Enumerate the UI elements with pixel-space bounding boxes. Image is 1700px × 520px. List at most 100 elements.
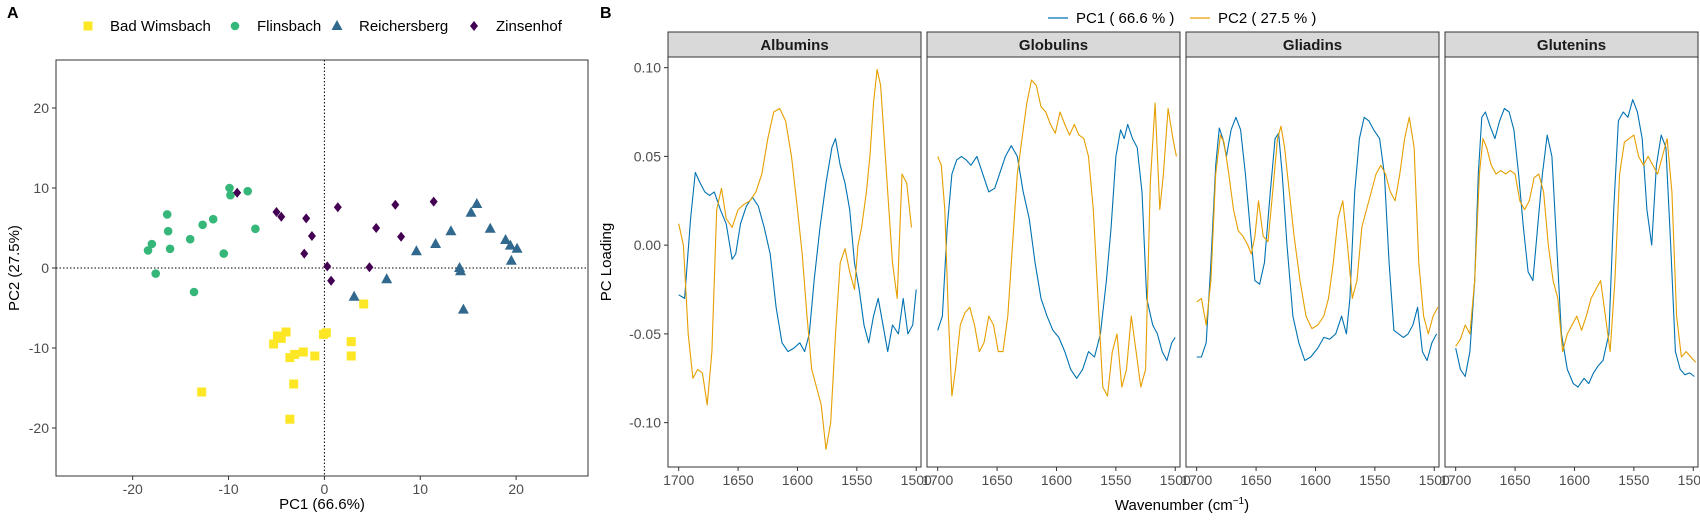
loading-x-tick-label: 1500 xyxy=(1160,472,1191,488)
y-tick-label: 0 xyxy=(41,260,49,276)
facet-frame-albumins xyxy=(667,56,922,468)
point-reichersberg xyxy=(410,245,422,256)
facet-strip-glutenins xyxy=(1444,31,1699,58)
point-flinsbach xyxy=(189,287,199,297)
loading-y-tick-label: -0.10 xyxy=(629,415,661,431)
point-reichersberg xyxy=(511,242,523,253)
point-flinsbach xyxy=(147,239,157,249)
point-reichersberg xyxy=(465,206,477,217)
facet-title-globulins: Globulins xyxy=(1019,37,1088,54)
loading-x-tick-label: 1500 xyxy=(901,472,932,488)
point-reichersberg xyxy=(504,239,516,250)
loading-x-tick-label: 1700 xyxy=(663,472,694,488)
loading-x-tick-label: 1600 xyxy=(1300,472,1331,488)
y-tick-label: -10 xyxy=(29,340,49,356)
legend-label-pc2: PC2 ( 27.5 % ) xyxy=(1218,10,1316,27)
point-reichersberg xyxy=(500,234,512,244)
series-line-pc1-gliadins xyxy=(1196,116,1438,362)
panel-a-scatter: A Bad Wimsbach Flinsbach Reichersberg Zinsen… xyxy=(6,5,589,513)
point-zinsenhof xyxy=(323,261,332,272)
point-bad-wimsbach xyxy=(285,353,295,363)
point-reichersberg xyxy=(381,273,393,284)
legend-marker-flinsbach xyxy=(230,21,240,31)
point-zinsenhof xyxy=(233,187,242,198)
legend-marker-zinsenhof xyxy=(470,21,478,31)
loading-y-tick-label: 0.10 xyxy=(634,60,661,76)
point-bad-wimsbach xyxy=(298,347,308,357)
loading-x-axis-label-end: ) xyxy=(1244,497,1249,514)
point-reichersberg xyxy=(445,225,457,236)
point-zinsenhof xyxy=(333,202,342,213)
point-zinsenhof xyxy=(300,248,309,259)
facet-title-glutenins: Glutenins xyxy=(1537,37,1606,54)
series-line-pc1-glutenins xyxy=(1455,99,1695,388)
point-zinsenhof xyxy=(372,223,381,233)
point-zinsenhof xyxy=(391,199,400,210)
loading-x-tick-label: 1550 xyxy=(841,472,872,488)
point-flinsbach xyxy=(165,244,175,254)
y-tick-label: -20 xyxy=(29,420,49,436)
legend-marker-reichersberg xyxy=(331,20,343,30)
loading-y-tick-label: 0.05 xyxy=(634,148,661,164)
legend-label-flinsbach: Flinsbach xyxy=(257,18,321,35)
point-reichersberg xyxy=(348,290,360,301)
point-zinsenhof xyxy=(429,196,438,207)
point-bad-wimsbach xyxy=(276,333,286,343)
loading-x-tick-label: 1700 xyxy=(1440,472,1471,488)
point-flinsbach xyxy=(251,224,260,234)
loading-x-tick-label: 1550 xyxy=(1100,472,1131,488)
point-flinsbach xyxy=(219,249,229,258)
loading-x-tick-label: 1500 xyxy=(1419,472,1450,488)
point-reichersberg xyxy=(430,238,442,248)
point-bad-wimsbach xyxy=(346,351,356,361)
legend-marker-bad-wimsbach xyxy=(83,21,93,31)
point-reichersberg xyxy=(484,222,496,233)
loading-x-tick-label: 1650 xyxy=(1500,472,1531,488)
y-tick-label: 10 xyxy=(33,180,49,196)
facet-strip-albumins xyxy=(667,31,922,58)
point-reichersberg xyxy=(457,303,469,314)
point-reichersberg xyxy=(455,265,467,276)
point-flinsbach xyxy=(208,214,218,224)
point-reichersberg xyxy=(505,254,517,265)
loading-x-axis-label-main: Wavenumber (cm xyxy=(1115,497,1233,514)
facet-strip-gliadins xyxy=(1185,31,1440,58)
point-bad-wimsbach xyxy=(346,337,356,347)
point-zinsenhof xyxy=(327,275,336,286)
y-axis-label: PC2 (27.5%) xyxy=(6,225,23,311)
point-flinsbach xyxy=(226,190,235,200)
x-tick-label: -20 xyxy=(123,481,143,497)
series-line-pc1-globulins xyxy=(937,123,1176,379)
point-zinsenhof xyxy=(307,231,316,241)
facet-title-gliadins: Gliadins xyxy=(1283,37,1342,54)
series-line-pc1-albumins xyxy=(678,138,917,353)
point-bad-wimsbach xyxy=(285,414,295,424)
loading-x-tick-label: 1650 xyxy=(1241,472,1272,488)
loading-x-tick-label: 1600 xyxy=(1041,472,1072,488)
point-bad-wimsbach xyxy=(321,328,331,338)
point-bad-wimsbach xyxy=(290,349,300,359)
loading-x-axis-label: Wavenumber (cm−1) xyxy=(1115,496,1249,514)
point-bad-wimsbach xyxy=(310,351,320,361)
series-line-pc2-globulins xyxy=(937,79,1177,397)
x-axis-label: PC1 (66.6%) xyxy=(279,496,365,513)
x-tick-label: 20 xyxy=(508,481,524,497)
legend-label-reichersberg: Reichersberg xyxy=(359,18,448,35)
panel-b-loadings: B PC1 ( 66.6 % ) PC2 ( 27.5 % ) -0.10 -0.05 0… xyxy=(598,5,1700,514)
point-flinsbach xyxy=(163,226,173,236)
loading-x-tick-label: 1700 xyxy=(1181,472,1212,488)
loading-x-tick-label: 1600 xyxy=(1559,472,1590,488)
loading-x-tick-label: 1700 xyxy=(922,472,953,488)
loading-x-tick-label: 1650 xyxy=(982,472,1013,488)
facet-frame-globulins xyxy=(926,56,1181,468)
point-bad-wimsbach xyxy=(289,379,299,389)
facet-strip-globulins xyxy=(926,31,1181,58)
point-zinsenhof xyxy=(272,207,281,217)
point-bad-wimsbach xyxy=(281,327,291,337)
point-flinsbach xyxy=(198,220,207,230)
panel-b-tag: B xyxy=(600,5,612,22)
point-zinsenhof xyxy=(277,211,286,222)
loading-x-tick-label: 1500 xyxy=(1678,472,1700,488)
